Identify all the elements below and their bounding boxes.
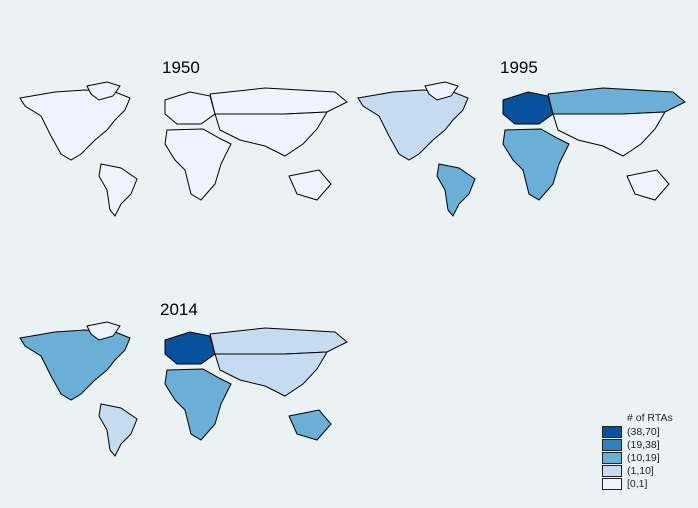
legend-swatch: [602, 451, 622, 464]
legend-swatch: [602, 425, 622, 438]
region-asia: [214, 351, 328, 397]
legend-item: (38,70]: [602, 425, 673, 438]
legend-item: [0,1]: [602, 477, 673, 490]
legend-title: # of RTAs: [627, 412, 673, 424]
region-sa: [98, 163, 138, 217]
map-title-2014: 2014: [160, 300, 198, 319]
region-australia: [288, 409, 332, 441]
legend-item: (19,38]: [602, 438, 673, 451]
legend-label: (1,10]: [627, 464, 654, 477]
region-europe: [502, 91, 554, 125]
region-sa: [436, 163, 476, 217]
region-africa: [164, 368, 232, 441]
region-greenland: [424, 81, 459, 101]
region-russia: [209, 87, 348, 115]
region-sa: [98, 403, 138, 457]
map-title-1995: 1995: [500, 58, 538, 77]
region-australia: [288, 169, 332, 201]
region-europe: [164, 91, 216, 125]
region-africa: [502, 128, 570, 201]
map-title-1950: 1950: [162, 58, 200, 77]
region-greenland: [86, 321, 121, 341]
region-africa: [164, 128, 232, 201]
world-map-2014: [19, 321, 348, 457]
world-map-1995: [357, 81, 686, 217]
legend-swatch: [602, 438, 622, 451]
region-na: [19, 329, 131, 401]
region-russia: [547, 87, 686, 115]
legend: # of RTAs (38,70] (19,38] (10,19] (1,10]…: [602, 412, 673, 490]
region-australia: [626, 169, 670, 201]
region-asia: [214, 111, 328, 157]
region-europe: [164, 331, 216, 365]
legend-label: (19,38]: [627, 438, 660, 451]
region-asia: [552, 111, 666, 157]
legend-label: (10,19]: [627, 451, 660, 464]
legend-item: (10,19]: [602, 451, 673, 464]
legend-label: (38,70]: [627, 425, 660, 438]
legend-item: (1,10]: [602, 464, 673, 477]
legend-swatch: [602, 464, 622, 477]
region-na: [357, 89, 469, 161]
region-russia: [209, 327, 348, 355]
legend-label: [0,1]: [627, 477, 648, 490]
legend-swatch: [602, 477, 622, 490]
region-greenland: [86, 81, 121, 101]
world-map-1950: [19, 81, 348, 217]
region-na: [19, 89, 131, 161]
